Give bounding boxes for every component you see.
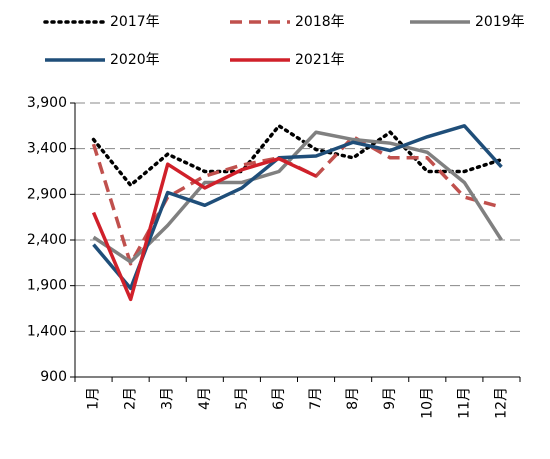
series-line — [91, 135, 502, 266]
series-line — [92, 124, 503, 291]
legend-label: 2020年 — [110, 52, 160, 68]
legend-label: 2021年 — [295, 52, 345, 68]
x-tick-label: 8月 — [345, 387, 361, 410]
y-tick-label: 3,400 — [27, 141, 67, 157]
x-tick-label: 3月 — [160, 387, 176, 410]
x-tick-label: 2月 — [123, 387, 139, 410]
y-tick-label: 900 — [40, 369, 67, 385]
x-tick-label: 9月 — [382, 387, 398, 410]
series-line — [92, 130, 503, 264]
y-tick-label: 1,900 — [27, 278, 67, 294]
y-tick-label: 3,900 — [27, 95, 67, 111]
x-tick-label: 10月 — [419, 387, 435, 419]
y-tick-label: 2,400 — [27, 232, 67, 248]
x-tick-label: 6月 — [271, 387, 287, 410]
x-tick-label: 11月 — [456, 387, 472, 419]
series-line — [91, 124, 504, 187]
legend-label: 2019年 — [475, 14, 525, 30]
x-tick-label: 12月 — [493, 387, 509, 419]
y-tick-label: 2,900 — [27, 186, 67, 202]
legend-label: 2018年 — [295, 14, 345, 30]
x-tick-label: 1月 — [86, 387, 102, 410]
x-tick-label: 5月 — [234, 387, 250, 410]
x-tick-label: 7月 — [308, 387, 324, 410]
series-line — [91, 156, 317, 302]
x-tick-label: 4月 — [197, 387, 213, 410]
legend-label: 2017年 — [110, 14, 160, 30]
y-tick-label: 1,400 — [27, 323, 67, 339]
